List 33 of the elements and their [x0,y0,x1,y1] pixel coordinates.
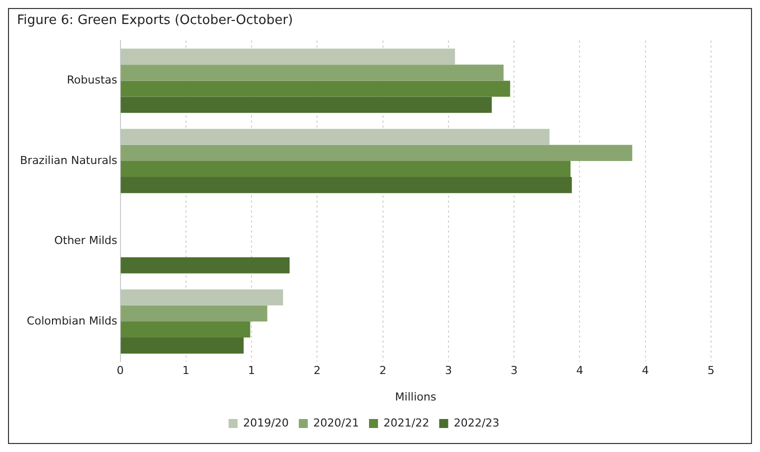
x-tick-label: 1 [182,364,190,378]
legend-label: 2021/22 [384,416,430,430]
legend-label: 2022/23 [454,416,500,430]
x-tick-label: 1 [248,364,256,378]
y-tick-label: Other Milds [54,234,118,248]
bar [120,177,572,194]
bar [120,96,492,113]
x-tick-label: 4 [642,364,649,378]
x-tick-label: 0 [116,364,124,378]
bar [120,305,268,322]
bar [120,321,250,338]
bar [120,338,244,354]
y-tick-label: Colombian Milds [26,314,118,328]
x-tick-label: 4 [576,364,584,378]
bar [120,257,290,274]
x-tick-label: 3 [444,364,452,378]
x-tick-label: 2 [314,364,321,378]
legend-label: 2020/21 [313,416,360,430]
y-tick-label: Robustas [66,74,118,87]
bar [120,160,571,178]
chart-title: Figure 6: Green Exports (October-October) [17,13,293,28]
x-tick-label: 5 [708,364,714,378]
x-axis-title: Millions [395,390,436,404]
bar [120,64,504,81]
y-tick-label: Brazilian Naturals [20,154,118,167]
bar [120,289,284,306]
x-tick-label: 3 [510,364,518,378]
bar [120,48,456,65]
legend-label: 2019/20 [243,416,289,430]
bar [120,128,550,145]
bar [120,80,510,97]
bar [120,144,632,161]
x-tick-label: 2 [379,364,386,378]
